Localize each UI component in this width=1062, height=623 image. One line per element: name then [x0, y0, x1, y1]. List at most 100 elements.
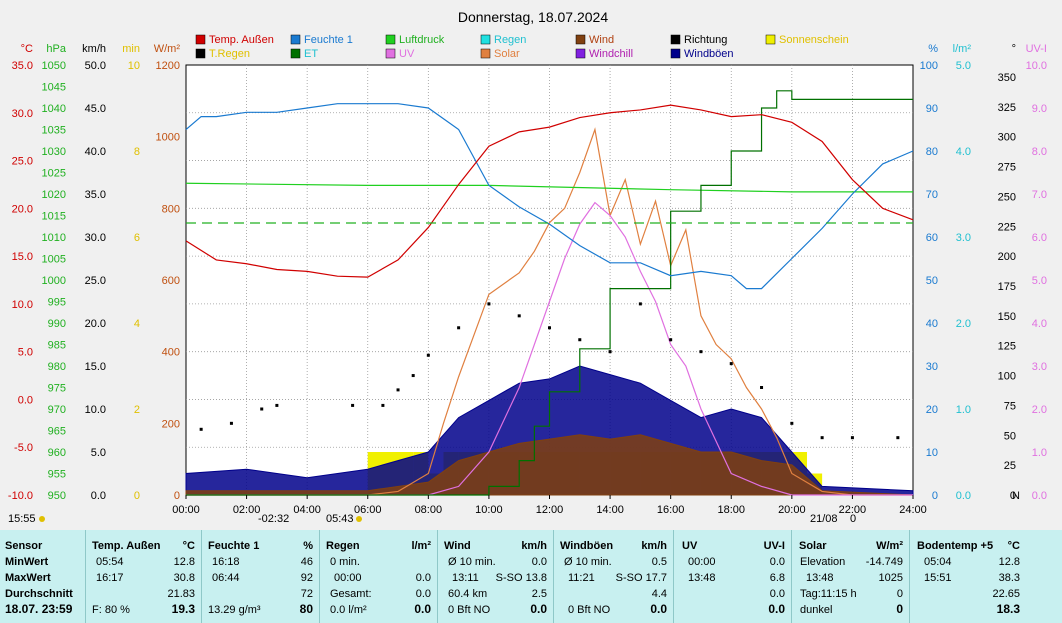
- gust-r1a: Ø 10 min.: [564, 556, 612, 568]
- axis-tick-label: 45.0: [85, 103, 106, 115]
- axis-tick-label: 325: [998, 102, 1016, 114]
- solar-r2a: 13:48: [806, 572, 834, 584]
- axis-tick-label: 9.0: [1032, 103, 1047, 115]
- gust-r1b: 0.5: [651, 556, 667, 568]
- axis-tick-label: N: [1012, 490, 1020, 502]
- col-gust: Windböen km/h Ø 10 min. 0.5 11:21 S-SO 1…: [554, 530, 674, 623]
- header-hum-unit: %: [303, 540, 313, 552]
- axis-tick-label: 800: [162, 203, 180, 215]
- chart-legend: Temp. Außen T.Regen Feuchte 1 ET Luftdruck UV…: [195, 34, 849, 60]
- axis-tick-label: 30.0: [85, 232, 106, 244]
- rain-now-label: 0.0 l/m²: [330, 604, 367, 616]
- solar-r1a: Elevation: [800, 556, 846, 568]
- label-avg: Durchschnitt: [5, 588, 73, 600]
- axis-tick-label: 5.0: [18, 347, 33, 359]
- axis-tick-label: 5.0: [956, 60, 971, 72]
- x-tick-label: 16:00: [657, 504, 685, 516]
- direction-point: [760, 386, 764, 389]
- legend-label: T.Regen: [209, 48, 250, 60]
- col-hum: Feuchte 1 % 16:18 46 06:44 92 72 13.29 g…: [202, 530, 320, 623]
- rain-r3b: 0.0: [415, 588, 431, 600]
- axis-tick-label: 50.0: [85, 60, 106, 72]
- axis-tick-label: 25.0: [85, 275, 106, 287]
- axis-tick-label: 1025: [42, 168, 66, 180]
- x-tick-label: 12:00: [536, 504, 564, 516]
- legend-label: Temp. Außen: [209, 34, 274, 46]
- series-et: [186, 90, 913, 496]
- bottom-markers: 15:55 -02:32 05:43 21/08 0: [8, 513, 856, 525]
- x-tick-label: 10:00: [475, 504, 503, 516]
- uv-r1b: 0.0: [769, 556, 785, 568]
- axis-tick-label: 275: [998, 162, 1016, 174]
- legend-label: Solar: [494, 48, 520, 60]
- axis-unit: W/m²: [154, 43, 181, 55]
- axis-tick-label: 4: [134, 318, 140, 330]
- marker-left: 15:55: [8, 513, 36, 525]
- direction-point: [487, 302, 491, 306]
- axis-tick-label: 200: [998, 251, 1016, 263]
- axis-tick-label: 980: [48, 361, 66, 373]
- x-tick-label: 02:00: [233, 504, 261, 516]
- axis-tick-label: 20.0: [12, 203, 33, 215]
- solar-r2b: 1025: [878, 572, 903, 584]
- axis-tick-label: 400: [162, 347, 180, 359]
- axis-tick-label: 8.0: [1032, 146, 1047, 158]
- direction-point: [426, 353, 430, 357]
- axis-tick-label: 200: [162, 418, 180, 430]
- axis-tick-label: 2: [134, 404, 140, 416]
- axis-tick-label: 10.0: [1026, 60, 1047, 72]
- axis-tick-label: 955: [48, 469, 66, 481]
- gust-r2b: S-SO 17.7: [615, 572, 667, 584]
- axis-tick-label: 1.0: [1032, 447, 1047, 459]
- label-now: 18.07. 23:59: [5, 602, 73, 616]
- gust-now-label: 0 Bft NO: [568, 604, 611, 616]
- direction-point: [275, 403, 279, 407]
- temp-now-val: 19.3: [171, 602, 195, 616]
- marker-mid2: 05:43: [326, 513, 354, 525]
- header-solar: Solar: [799, 540, 827, 552]
- legend-swatch: [195, 34, 206, 45]
- temp-max-time: 16:17: [96, 572, 124, 584]
- axis-tick-label: 0.0: [91, 490, 106, 502]
- summary-table: Sensor MinWert MaxWert Durchschnitt 18.0…: [0, 530, 1062, 623]
- legend-label: ET: [304, 48, 318, 60]
- axis-tick-label: 350: [998, 72, 1016, 84]
- axis-tick-label: 0: [932, 490, 938, 502]
- axis-unit: %: [928, 43, 938, 55]
- wind-now-val: 0.0: [530, 602, 547, 616]
- solar-r3b: 0: [896, 588, 903, 600]
- direction-point: [638, 302, 642, 306]
- hum-min-val: 46: [300, 556, 313, 568]
- direction-point: [260, 407, 264, 411]
- axis-tick-label: 1000: [156, 132, 180, 144]
- wind-r1a: Ø 10 min.: [448, 556, 496, 568]
- wind-r1b: 0.0: [531, 556, 547, 568]
- legend-swatch: [670, 34, 681, 45]
- legend-swatch: [385, 34, 396, 45]
- axis-tick-label: -10.0: [8, 490, 33, 502]
- direction-point: [896, 436, 900, 440]
- y-axes: °C35.030.025.020.015.010.05.00.0-5.0-10.…: [8, 43, 1047, 502]
- direction-point: [411, 374, 415, 378]
- axis-tick-label: 0: [1010, 490, 1016, 502]
- header-gust-unit: km/h: [641, 540, 667, 552]
- direction-point: [381, 403, 385, 407]
- axis-tick-label: 5.0: [91, 447, 106, 459]
- axis-unit: min: [122, 43, 140, 55]
- axis-tick-label: 1015: [42, 211, 66, 223]
- header-temp-unit: °C: [182, 540, 195, 552]
- axis-tick-label: 20: [926, 404, 938, 416]
- x-tick-label: 20:00: [778, 504, 806, 516]
- axis-tick-label: 1.0: [956, 404, 971, 416]
- col-sensor: Sensor MinWert MaxWert Durchschnitt 18.0…: [0, 530, 86, 623]
- temp-min-time: 05:54: [96, 556, 124, 568]
- col-wind: Wind km/h Ø 10 min. 0.0 13:11 S-SO 13.8 …: [438, 530, 554, 623]
- header-wind: Wind: [444, 540, 471, 552]
- axis-tick-label: 0.0: [18, 394, 33, 406]
- direction-point: [517, 314, 521, 318]
- header-wind-unit: km/h: [521, 540, 547, 552]
- rain-r2a: 00:00: [334, 572, 362, 584]
- hum-max-time: 06:44: [212, 572, 240, 584]
- axis-tick-label: 3.0: [1032, 361, 1047, 373]
- col-soil: Bodentemp +5 °C 05:04 12.8 15:51 38.3 22…: [910, 530, 1026, 623]
